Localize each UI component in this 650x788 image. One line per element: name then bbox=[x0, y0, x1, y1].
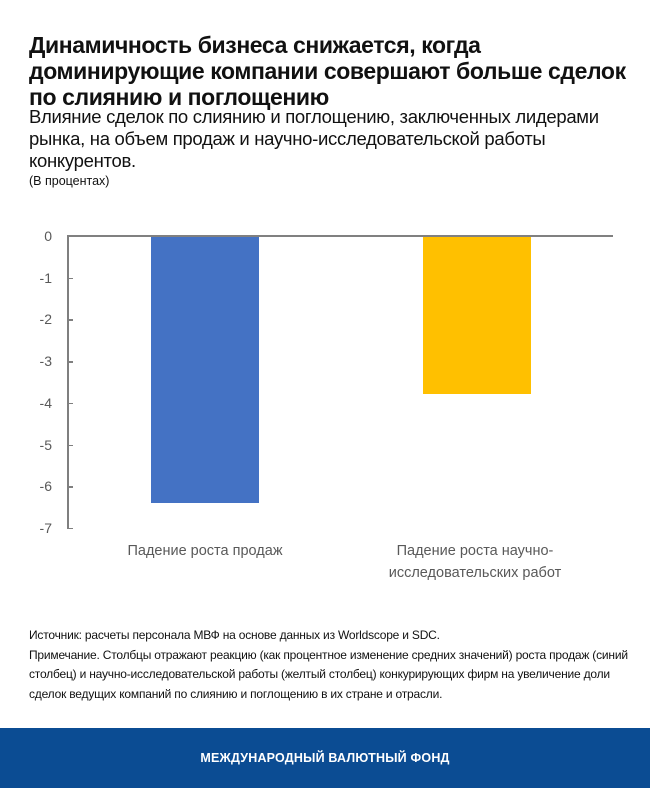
x-axis-line bbox=[67, 235, 613, 237]
footer-banner: МЕЖДУНАРОДНЫЙ ВАЛЮТНЫЙ ФОНД bbox=[0, 728, 650, 788]
org-name: МЕЖДУНАРОДНЫЙ ВАЛЮТНЫЙ ФОНД bbox=[200, 751, 450, 765]
y-tick-label: -6 bbox=[39, 478, 52, 495]
chart-title: Динамичность бизнеса снижается, когда до… bbox=[29, 32, 626, 110]
bar-rnd bbox=[423, 236, 531, 395]
x-label-sales: Падение роста продаж bbox=[127, 543, 283, 559]
y-tick-label: 0 bbox=[44, 228, 52, 244]
y-tick-mark bbox=[67, 277, 73, 280]
bar-sales bbox=[151, 236, 259, 503]
y-tick-label: -4 bbox=[39, 394, 52, 411]
x-label-rnd-line2: исследовательских работ bbox=[388, 565, 562, 581]
y-tick-mark bbox=[67, 319, 73, 321]
explanatory-note: Примечание. Столбцы отражают реакцию (ка… bbox=[29, 647, 628, 701]
y-tick-mark bbox=[67, 527, 73, 530]
y-axis-line bbox=[67, 236, 69, 528]
y-tick-label: -3 bbox=[39, 353, 52, 370]
y-tick-mark bbox=[67, 402, 73, 405]
chart-subtitle: Влияние сделок по слиянию и поглощению, … bbox=[29, 106, 599, 171]
y-tick-mark bbox=[67, 361, 73, 363]
y-tick-label: -2 bbox=[39, 311, 52, 328]
x-label-rnd: Падение роста научно- исследовательских … bbox=[370, 540, 580, 584]
y-tick-label: -1 bbox=[39, 269, 52, 286]
y-tick-mark bbox=[67, 444, 73, 446]
bar-chart: 0 -1 -2 -3 -4 -5 -6 -7 Падение роста продаж Пад… bbox=[0, 220, 650, 600]
y-tick-mark bbox=[67, 486, 73, 488]
notes: Источник: расчеты персонала МВФ на основ… bbox=[29, 626, 629, 704]
units-label: (В процентах) bbox=[29, 174, 110, 188]
y-tick-label: -7 bbox=[39, 519, 52, 536]
source-note: Источник: расчеты персонала МВФ на основ… bbox=[29, 628, 440, 642]
x-label-rnd-line1: Падение роста научно- bbox=[396, 543, 554, 559]
y-tick-label: -5 bbox=[39, 436, 52, 453]
